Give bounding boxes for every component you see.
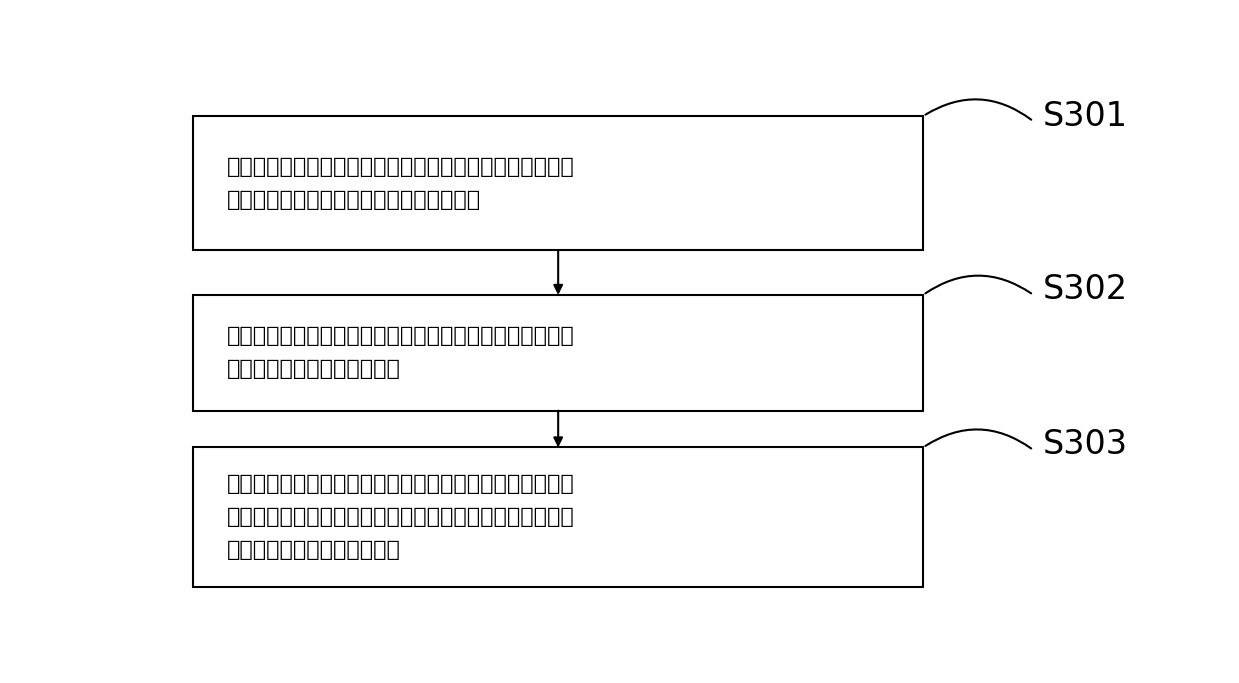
- Text: S302: S302: [1043, 273, 1129, 306]
- Text: 根据左右相机的线性投影模型利用三角测量的射线交汇原理
得到标志点三维坐标的观测值: 根据左右相机的线性投影模型利用三角测量的射线交汇原理 得到标志点三维坐标的观测值: [227, 326, 575, 379]
- Text: S303: S303: [1043, 428, 1127, 461]
- Text: 根据标志点三维坐标的观测值与实际值之间的欧氏距离偏差
构造第一优化目标函数，通过优化迭代计算使第一优化目标
函数最小以获得第一标定参数: 根据标志点三维坐标的观测值与实际值之间的欧氏距离偏差 构造第一优化目标函数，通过…: [227, 475, 575, 560]
- Text: S301: S301: [1043, 100, 1127, 133]
- Bar: [193, 447, 923, 587]
- Bar: [193, 295, 923, 410]
- Bar: [193, 116, 923, 250]
- Text: 根据标志点在第一图像及第二图像中的像素坐标利用后向投
影的畸变模型建立左右相机的线性投影模型: 根据标志点在第一图像及第二图像中的像素坐标利用后向投 影的畸变模型建立左右相机的…: [227, 157, 575, 210]
